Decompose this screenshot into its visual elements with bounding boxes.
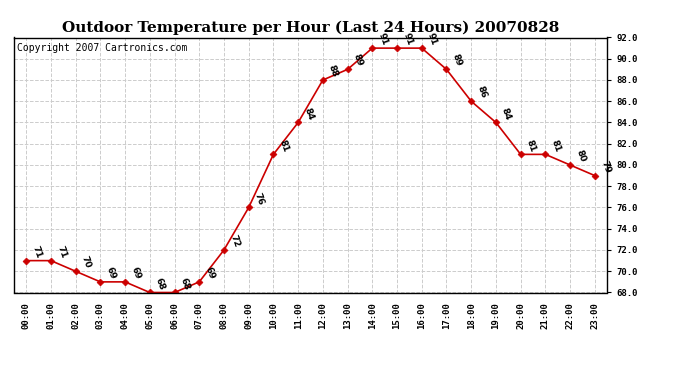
Text: 89: 89 [352, 53, 364, 68]
Text: 69: 69 [104, 266, 117, 280]
Text: 79: 79 [599, 159, 612, 174]
Text: 91: 91 [426, 32, 439, 47]
Text: 80: 80 [574, 149, 587, 164]
Text: 91: 91 [401, 32, 414, 47]
Text: 81: 81 [549, 138, 562, 153]
Text: 69: 69 [204, 266, 216, 280]
Text: 91: 91 [377, 32, 389, 47]
Text: 72: 72 [228, 234, 241, 249]
Text: Copyright 2007 Cartronics.com: Copyright 2007 Cartronics.com [17, 43, 187, 52]
Text: 76: 76 [253, 191, 266, 206]
Text: 69: 69 [129, 266, 142, 280]
Text: 68: 68 [154, 276, 167, 291]
Text: 81: 81 [277, 138, 290, 153]
Text: 84: 84 [302, 106, 315, 121]
Text: 86: 86 [475, 85, 488, 100]
Text: 84: 84 [500, 106, 513, 121]
Text: 71: 71 [55, 244, 68, 259]
Text: 81: 81 [525, 138, 538, 153]
Text: 88: 88 [327, 64, 339, 79]
Title: Outdoor Temperature per Hour (Last 24 Hours) 20070828: Outdoor Temperature per Hour (Last 24 Ho… [62, 21, 559, 35]
Text: 71: 71 [30, 244, 43, 259]
Text: 68: 68 [179, 276, 191, 291]
Text: 89: 89 [451, 53, 464, 68]
Text: 70: 70 [80, 255, 92, 270]
